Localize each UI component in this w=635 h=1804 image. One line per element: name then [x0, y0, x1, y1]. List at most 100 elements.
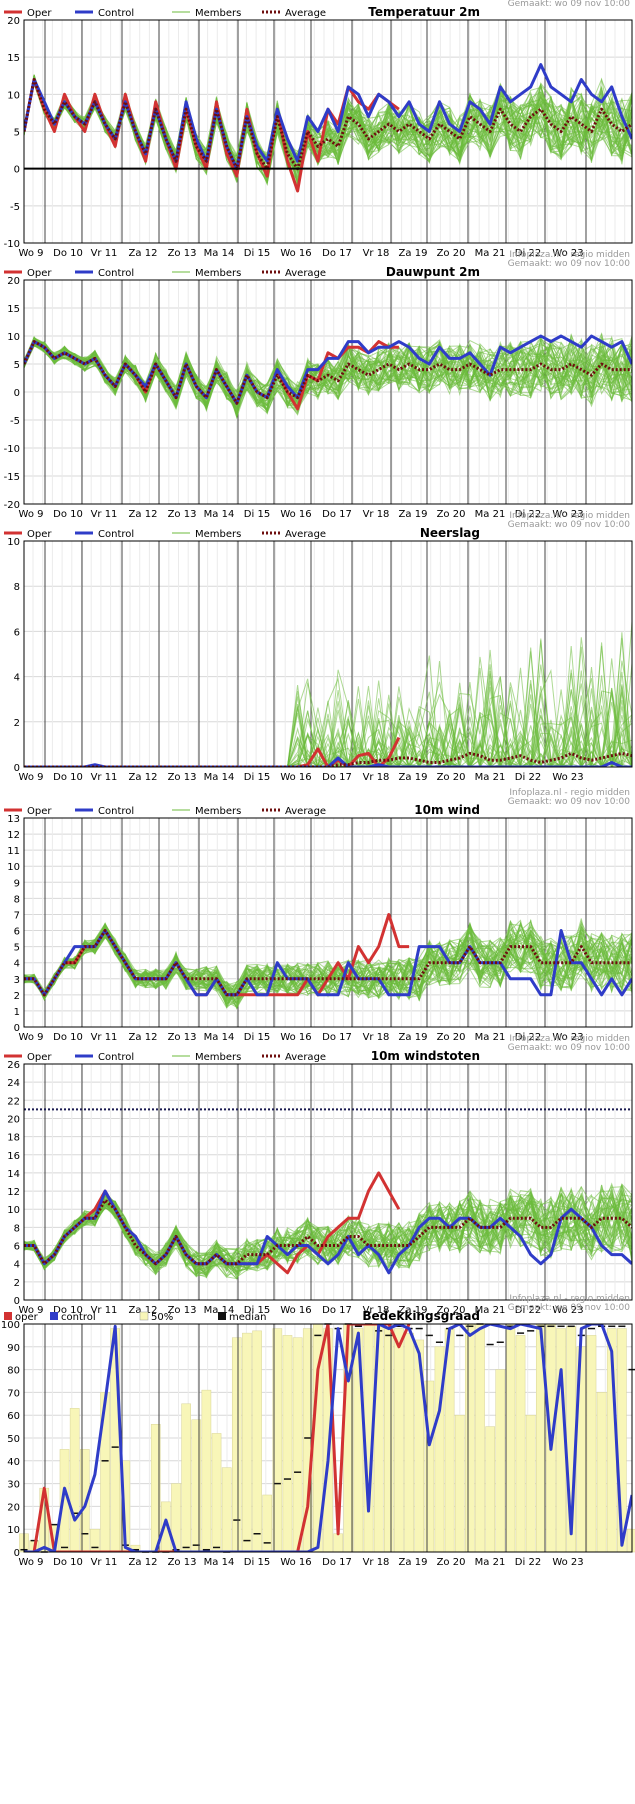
legend-members-label: Members	[195, 1052, 241, 1063]
chart-title: 10m wind	[414, 803, 480, 817]
series-average-line	[24, 751, 632, 767]
y-tick-label: 26	[7, 1060, 20, 1071]
y-tick-label: 11	[7, 846, 20, 857]
y-tick-label: 15	[7, 53, 20, 64]
x-tick-label: Vr 11	[91, 248, 118, 259]
made-label: Gemaakt: wo 09 nov 10:00	[508, 1043, 631, 1053]
legend-average-label: Average	[285, 806, 326, 817]
plot-frame	[23, 540, 633, 768]
member-line	[24, 632, 632, 767]
y-tick-label: 4	[14, 1260, 20, 1271]
y-tick-label: 8	[14, 582, 20, 593]
series-group	[24, 913, 632, 997]
member-line	[24, 658, 632, 767]
x-tick-label: Wo 9	[19, 1032, 44, 1043]
x-tick-label: Za 19	[399, 1557, 428, 1568]
y-tick-label: 13	[7, 814, 20, 825]
x-tick-label: Vr 18	[363, 1557, 390, 1568]
legend-oper-label: Oper	[27, 806, 52, 817]
x-tick-label: Ma 21	[475, 509, 506, 520]
x-tick-label: Wo 9	[19, 772, 44, 783]
series-average-line	[24, 340, 632, 405]
legend-oper-swatch	[4, 1312, 12, 1320]
x-tick-label: Za 19	[399, 772, 428, 783]
y-tick-label: 20	[7, 276, 20, 287]
cloud-p50-bar	[404, 1332, 414, 1553]
x-tick-label: Do 10	[53, 248, 83, 259]
legend-median-swatch	[218, 1312, 226, 1320]
x-tick-label: Ma 14	[204, 248, 235, 259]
chart-legend: oper control 50% median	[4, 1311, 267, 1323]
plot-frame	[23, 19, 633, 244]
y-tick-label: -10	[4, 239, 20, 250]
made-label: Gemaakt: wo 09 nov 10:00	[508, 1303, 631, 1313]
y-tick-label: -5	[10, 202, 20, 213]
y-tick-label: 5	[14, 360, 20, 371]
cloud-p50-bar	[69, 1408, 80, 1553]
member-line	[24, 339, 632, 405]
legend-average-label: Average	[285, 8, 326, 19]
legend-control-label: Control	[98, 529, 134, 540]
x-tick-label: Di 22	[515, 1032, 541, 1043]
y-tick-label: 0	[14, 388, 20, 399]
x-tick-label: Ma 21	[475, 1305, 506, 1316]
cloud-p50-bar	[221, 1467, 232, 1553]
cloud-p50-bar	[465, 1323, 475, 1553]
member-line	[24, 1195, 632, 1272]
plot-frame	[23, 1063, 633, 1301]
x-tick-label: Di 15	[244, 1305, 270, 1316]
series-group	[24, 1324, 632, 1552]
legend-p50-swatch	[139, 1311, 149, 1321]
made-label: Gemaakt: wo 09 nov 10:00	[508, 520, 631, 530]
y-tick-label: 30	[7, 1480, 20, 1491]
y-tick-label: 4	[14, 673, 20, 684]
member-line	[24, 667, 632, 767]
x-tick-label: Za 19	[399, 248, 428, 259]
legend-average-label: Average	[285, 529, 326, 540]
y-tick-label: 9	[14, 878, 20, 889]
x-tick-label: Wo 16	[280, 248, 311, 259]
y-tick-label: 12	[7, 1187, 20, 1198]
legend-oper-label: oper	[15, 1312, 39, 1323]
y-tick-label: 10	[7, 862, 20, 873]
x-tick-label: Di 15	[244, 1032, 270, 1043]
cloud-p50-bar	[454, 1414, 465, 1553]
x-tick-label: Wo 23	[552, 509, 583, 520]
member-line	[24, 656, 632, 767]
legend-median-label: median	[229, 1312, 267, 1323]
plot-frame	[23, 1323, 633, 1553]
series-average-line	[24, 929, 632, 997]
x-tick-label: Zo 13	[168, 772, 197, 783]
x-tick-label: Do 17	[322, 248, 352, 259]
x-tick-label: Zo 20	[437, 1557, 466, 1568]
cloud-p50-bar	[515, 1335, 526, 1553]
y-tick-label: 5	[14, 128, 20, 139]
y-tick-label: 60	[7, 1411, 20, 1422]
x-tick-label: Vr 18	[363, 248, 390, 259]
x-tick-label: Wo 23	[552, 1305, 583, 1316]
chart-legend: Oper Control Members Average	[4, 8, 326, 19]
x-tick-label: Za 12	[129, 1032, 158, 1043]
legend-control-label: Control	[98, 268, 134, 279]
y-tick-label: 16	[7, 1151, 20, 1162]
y-tick-label: -15	[4, 472, 20, 483]
y-tick-label: 10	[7, 1205, 20, 1216]
legend-oper-label: Oper	[27, 268, 52, 279]
x-tick-label: Do 10	[53, 1305, 83, 1316]
member-line	[24, 669, 632, 767]
y-tick-label: 6	[14, 927, 20, 938]
y-tick-label: 8	[14, 1223, 20, 1234]
x-tick-label: Vr 11	[91, 1032, 118, 1043]
y-tick-label: 0	[14, 1548, 20, 1559]
member-line	[24, 670, 632, 767]
legend-control-label: control	[61, 1312, 96, 1323]
legend-control-label: Control	[98, 806, 134, 817]
source-label: Infoplaza.nl - regio midden	[509, 250, 630, 260]
member-line	[24, 664, 632, 767]
chart-title: 10m windstoten	[371, 1049, 480, 1063]
x-tick-label: Di 15	[244, 509, 270, 520]
y-tick-label: 0	[14, 763, 20, 774]
x-tick-label: Di 15	[244, 1557, 270, 1568]
